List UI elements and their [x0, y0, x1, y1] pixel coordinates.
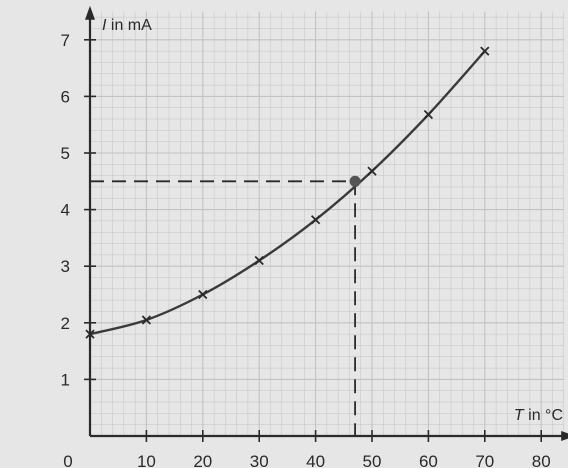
x-axis-label: T in °C [514, 407, 563, 424]
data-point-marker [198, 289, 208, 300]
x-tick-label: 70 [475, 452, 494, 468]
data-point-marker [480, 46, 490, 56]
x-tick-label: 60 [419, 452, 438, 468]
data-point-marker [423, 109, 434, 120]
x-tick-label: 80 [532, 452, 551, 468]
series-line [89, 50, 486, 336]
highlight-point [349, 175, 361, 187]
markers [85, 46, 490, 339]
x-axis-arrow [561, 431, 568, 441]
grid [89, 11, 565, 437]
curve-layer [89, 50, 486, 336]
x-tick-label: 10 [137, 452, 156, 468]
x-tick-label: 20 [193, 452, 212, 468]
x-tick-label: 0 [63, 452, 72, 468]
data-point-marker [141, 315, 152, 325]
y-tick-label: 7 [61, 31, 70, 50]
y-axis-arrow [85, 5, 95, 20]
data-point-marker [254, 255, 264, 266]
x-tick-label: 40 [306, 452, 325, 468]
x-tick-label: 50 [363, 452, 382, 468]
y-tick-label: 2 [61, 314, 70, 333]
y-tick-label: 1 [61, 370, 70, 389]
y-tick-label: 4 [61, 201, 70, 220]
data-point-marker [367, 166, 377, 176]
data-point-marker [310, 215, 321, 225]
y-axis-label: I in mA [102, 17, 152, 34]
y-tick-label: 5 [61, 144, 70, 163]
y-tick-label: 3 [61, 257, 70, 276]
labels: 0 10 20 30 40 50 60 70 80 1 2 3 4 5 6 7 I in mA T in °C [61, 17, 563, 468]
axes [85, 5, 568, 441]
ticks [84, 38, 543, 442]
x-tick-label: 30 [250, 452, 269, 468]
data-point-marker [85, 329, 95, 339]
guide-lines [90, 180, 356, 436]
y-tick-label: 6 [61, 87, 70, 106]
